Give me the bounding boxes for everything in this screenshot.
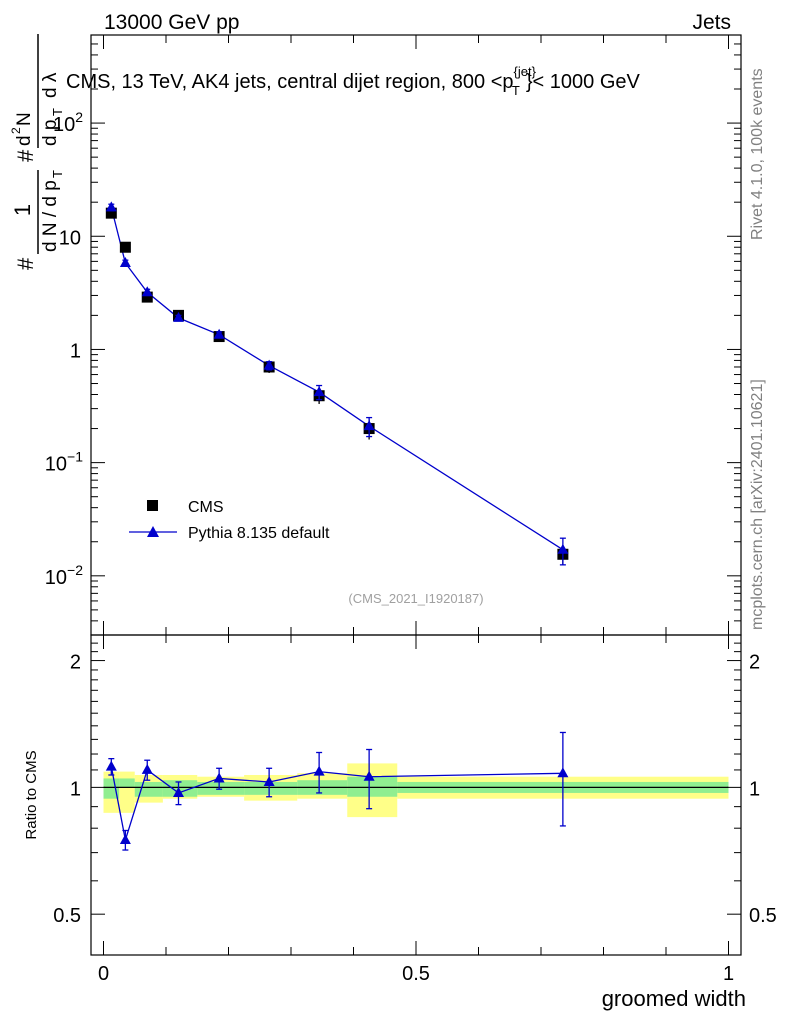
title-pre: CMS, 13 TeV, AK4 jets, central dijet reg… bbox=[66, 71, 514, 93]
title-sup: {jet} bbox=[514, 64, 537, 79]
stat-uncertainty-band bbox=[119, 778, 135, 788]
ylabel-dlam: d λ bbox=[40, 72, 61, 98]
x-tick-label: 0.5 bbox=[402, 963, 430, 985]
main-ylabel: # 1 d N / d p T # d 2 N d p T d λ bbox=[9, 34, 65, 270]
pythia-point bbox=[213, 328, 225, 339]
rivet-label: Rivet 4.1.0, 100k events bbox=[749, 68, 766, 240]
pythia-point bbox=[173, 311, 184, 322]
y-tick-label: 10−2 bbox=[45, 562, 83, 589]
x-tick-label: 0 bbox=[98, 963, 109, 985]
cms-point bbox=[119, 241, 131, 253]
main-y-ticks: 10−2 10−1 1 10 102 bbox=[45, 34, 741, 636]
ratio-point bbox=[119, 834, 131, 845]
pythia-line bbox=[110, 207, 564, 551]
y-tick-label: 10−1 bbox=[45, 449, 83, 476]
pythia-point bbox=[119, 257, 131, 268]
ylabel-one: 1 bbox=[10, 204, 35, 216]
ratio-point bbox=[213, 772, 225, 783]
total-uncertainty-band bbox=[119, 771, 135, 813]
stat-uncertainty-band bbox=[162, 780, 198, 797]
legend-pythia-marker bbox=[147, 526, 159, 537]
analysis-watermark: (CMS_2021_I1920187) bbox=[348, 591, 483, 606]
pythia-point bbox=[557, 543, 569, 554]
ratio-y-tick-label-right: 0.5 bbox=[749, 905, 777, 927]
ylabel-num-d: d bbox=[14, 135, 35, 146]
stat-uncertainty-band bbox=[197, 781, 245, 795]
legend-cms-marker bbox=[147, 500, 158, 511]
header-right: Jets bbox=[692, 11, 731, 34]
stat-uncertainty-band bbox=[103, 778, 120, 799]
ylabel-dpt: d p bbox=[40, 120, 61, 146]
pythia-point bbox=[141, 286, 153, 297]
y-tick-label: 10 bbox=[59, 227, 81, 249]
ratio-y-tick-label-left: 1 bbox=[70, 778, 81, 800]
ylabel-den: d N / d p bbox=[40, 180, 61, 252]
main-title: CMS, 13 TeV, AK4 jets, central dijet reg… bbox=[66, 64, 641, 98]
y-tick-label: 1 bbox=[70, 340, 81, 362]
ratio-y-tick-label-left: 2 bbox=[70, 652, 81, 674]
ratio-bands bbox=[103, 763, 729, 818]
pythia-point bbox=[313, 386, 325, 397]
cms-point bbox=[141, 291, 153, 303]
main-series-marks bbox=[105, 201, 569, 566]
ratio-point bbox=[263, 775, 275, 786]
ratio-point bbox=[313, 765, 325, 776]
pythia-point bbox=[263, 359, 275, 370]
ylabel-hash: # bbox=[13, 257, 38, 270]
main-panel-frame bbox=[90, 34, 742, 636]
x-tick-label: 1 bbox=[723, 963, 734, 985]
pythia-point bbox=[105, 201, 117, 212]
cms-point bbox=[105, 207, 117, 219]
ylabel-den-t: T bbox=[50, 170, 65, 178]
ratio-ylabel: Ratio to CMS bbox=[23, 750, 40, 839]
legend-pythia-label: Pythia 8.135 default bbox=[188, 525, 330, 542]
ylabel-num-N: N bbox=[14, 112, 35, 126]
xlabel: groomed width bbox=[602, 986, 746, 1011]
legend-cms-label: CMS bbox=[188, 499, 224, 516]
title-post: }< 1000 GeV bbox=[526, 71, 641, 93]
stat-uncertainty-band bbox=[244, 781, 298, 795]
ratio-y-tick-label-left: 0.5 bbox=[53, 905, 81, 927]
ratio-y-tick-label-right: 1 bbox=[749, 778, 760, 800]
pythia-point bbox=[363, 420, 375, 431]
ratio-point bbox=[141, 763, 153, 774]
ylabel-dpt-t: T bbox=[50, 108, 65, 116]
ratio-point bbox=[557, 767, 569, 778]
ylabel-hash2: # bbox=[13, 149, 38, 162]
mcplots-label: mcplots.cern.ch [arXiv:2401.10621] bbox=[749, 379, 766, 630]
ratio-ticks: 0.5 0.5 1 1 2 2 0 0.5 1 bbox=[53, 634, 777, 985]
ylabel-num-sup: 2 bbox=[9, 127, 23, 134]
legend: CMS Pythia 8.135 default bbox=[129, 499, 330, 542]
title-sub: T bbox=[512, 83, 520, 98]
ratio-point bbox=[173, 786, 184, 797]
header-left: 13000 GeV pp bbox=[104, 11, 239, 34]
ratio-series-marks bbox=[105, 731, 569, 851]
ratio-y-tick-label-right: 2 bbox=[749, 652, 760, 674]
y-tick-label: 102 bbox=[53, 109, 83, 136]
ratio-point bbox=[105, 760, 117, 771]
ratio-point bbox=[363, 770, 375, 781]
